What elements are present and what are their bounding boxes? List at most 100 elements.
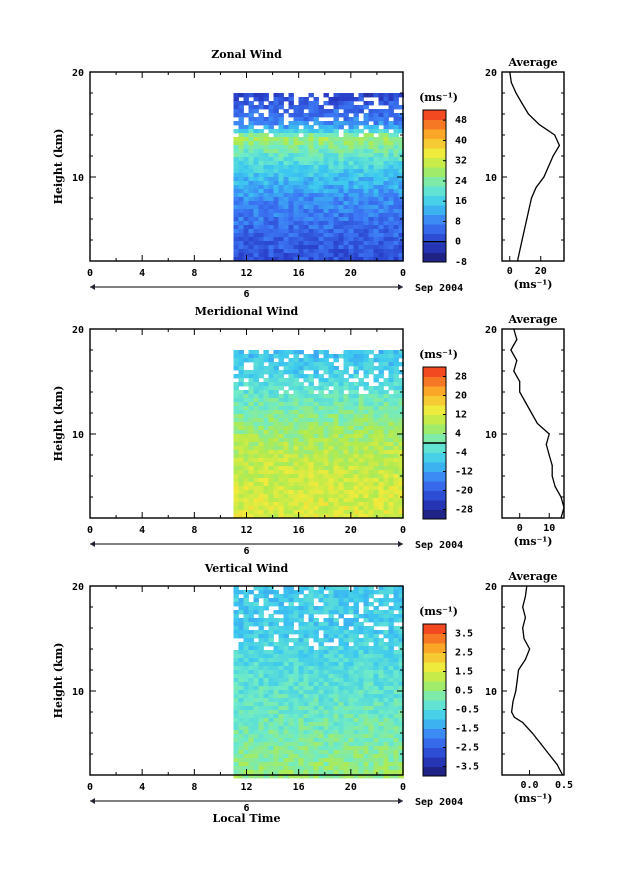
heatmap-cell xyxy=(333,610,339,615)
heatmap-cell xyxy=(383,378,389,383)
heatmap-cell xyxy=(293,141,299,146)
heatmap-cell xyxy=(273,213,279,218)
heatmap-cell xyxy=(263,209,269,214)
heatmap-cell xyxy=(273,654,279,659)
heatmap-cell xyxy=(273,229,279,234)
heatmap-cell xyxy=(258,742,264,747)
heatmap-cell xyxy=(258,626,264,631)
heatmap-cell xyxy=(328,686,334,691)
heatmap-cell xyxy=(328,622,334,627)
heatmap-cell xyxy=(258,153,264,158)
heatmap-cell xyxy=(363,197,369,202)
heatmap-cell xyxy=(388,502,394,507)
heatmap-cell xyxy=(378,426,384,431)
heatmap-cell xyxy=(363,434,369,439)
heatmap-cell xyxy=(308,414,314,419)
heatmap-cell xyxy=(248,710,254,715)
heatmap-cell xyxy=(313,209,319,214)
heatmap-cell xyxy=(363,610,369,615)
heatmap-cell xyxy=(288,193,294,198)
heatmap-cell xyxy=(273,426,279,431)
heatmap-cell xyxy=(263,462,269,467)
heatmap-cell xyxy=(268,438,274,443)
heatmap-cell xyxy=(233,654,239,659)
heatmap-cell xyxy=(393,638,399,643)
heatmap-cell xyxy=(348,746,354,751)
heatmap-cell xyxy=(388,177,394,182)
heatmap-cell xyxy=(288,590,294,595)
average-x-tick-label: 0.0 xyxy=(521,780,539,791)
heatmap-cell xyxy=(363,646,369,651)
heatmap-cell xyxy=(338,450,344,455)
heatmap-cell xyxy=(378,362,384,367)
heatmap-cell xyxy=(373,622,379,627)
heatmap-cell xyxy=(263,354,269,359)
heatmap-cell xyxy=(378,442,384,447)
heatmap-cell xyxy=(343,350,349,355)
heatmap-cell xyxy=(253,93,259,98)
heatmap-cell xyxy=(363,366,369,371)
heatmap-cell xyxy=(233,666,239,671)
heatmap-cell xyxy=(258,366,264,371)
heatmap-cell xyxy=(348,358,354,363)
heatmap-cell xyxy=(293,730,299,735)
heatmap-cell xyxy=(393,510,399,515)
heatmap-cell xyxy=(243,670,249,675)
heatmap-cell xyxy=(273,774,279,779)
heatmap-cell xyxy=(388,718,394,723)
heatmap-cell xyxy=(318,626,324,631)
heatmap-cell xyxy=(333,618,339,623)
heatmap-cell xyxy=(378,458,384,463)
heatmap-cell xyxy=(333,442,339,447)
heatmap-cell xyxy=(328,161,334,166)
heatmap-cell xyxy=(258,506,264,511)
heatmap-cell xyxy=(248,157,254,162)
heatmap-cell xyxy=(243,606,249,611)
heatmap-cell xyxy=(383,133,389,138)
heatmap-cell xyxy=(258,710,264,715)
heatmap-cell xyxy=(233,354,239,359)
average-point xyxy=(551,475,553,477)
heatmap-cell xyxy=(303,450,309,455)
heatmap-cell xyxy=(288,145,294,150)
heatmap-cell xyxy=(238,157,244,162)
heatmap-cell xyxy=(398,702,404,707)
heatmap-cell xyxy=(393,670,399,675)
heatmap-cell xyxy=(288,762,294,767)
heatmap-cell xyxy=(273,422,279,427)
heatmap-cell xyxy=(253,121,259,126)
heatmap-cell xyxy=(393,630,399,635)
heatmap-cell xyxy=(298,121,304,126)
heatmap-cell xyxy=(343,586,349,591)
heatmap-cell xyxy=(318,137,324,142)
heatmap-cell xyxy=(338,394,344,399)
heatmap-cell xyxy=(233,458,239,463)
heatmap-cell xyxy=(283,610,289,615)
heatmap-cell xyxy=(338,181,344,186)
heatmap-cell xyxy=(303,758,309,763)
heatmap-cell xyxy=(388,225,394,230)
heatmap-cell xyxy=(398,193,404,198)
heatmap-cell xyxy=(388,710,394,715)
heatmap-cell xyxy=(243,626,249,631)
heatmap-cell xyxy=(233,618,239,623)
heatmap-cell xyxy=(358,245,364,250)
heatmap-cell xyxy=(243,394,249,399)
heatmap-cell xyxy=(238,414,244,419)
heatmap-cell xyxy=(363,494,369,499)
heatmap-cell xyxy=(388,350,394,355)
heatmap-cell xyxy=(393,201,399,206)
heatmap-cell xyxy=(313,366,319,371)
colorbar-tick-label: -4 xyxy=(455,448,467,459)
heatmap-cell xyxy=(383,750,389,755)
heatmap-cell xyxy=(258,758,264,763)
heatmap-cell xyxy=(328,193,334,198)
heatmap-cell xyxy=(248,374,254,379)
heatmap-cell xyxy=(318,494,324,499)
heatmap-cell xyxy=(283,209,289,214)
heatmap-cell xyxy=(313,410,319,415)
date-arrow-right xyxy=(398,798,403,804)
heatmap-cell xyxy=(313,650,319,655)
heatmap-cell xyxy=(363,678,369,683)
heatmap-cell xyxy=(398,690,404,695)
